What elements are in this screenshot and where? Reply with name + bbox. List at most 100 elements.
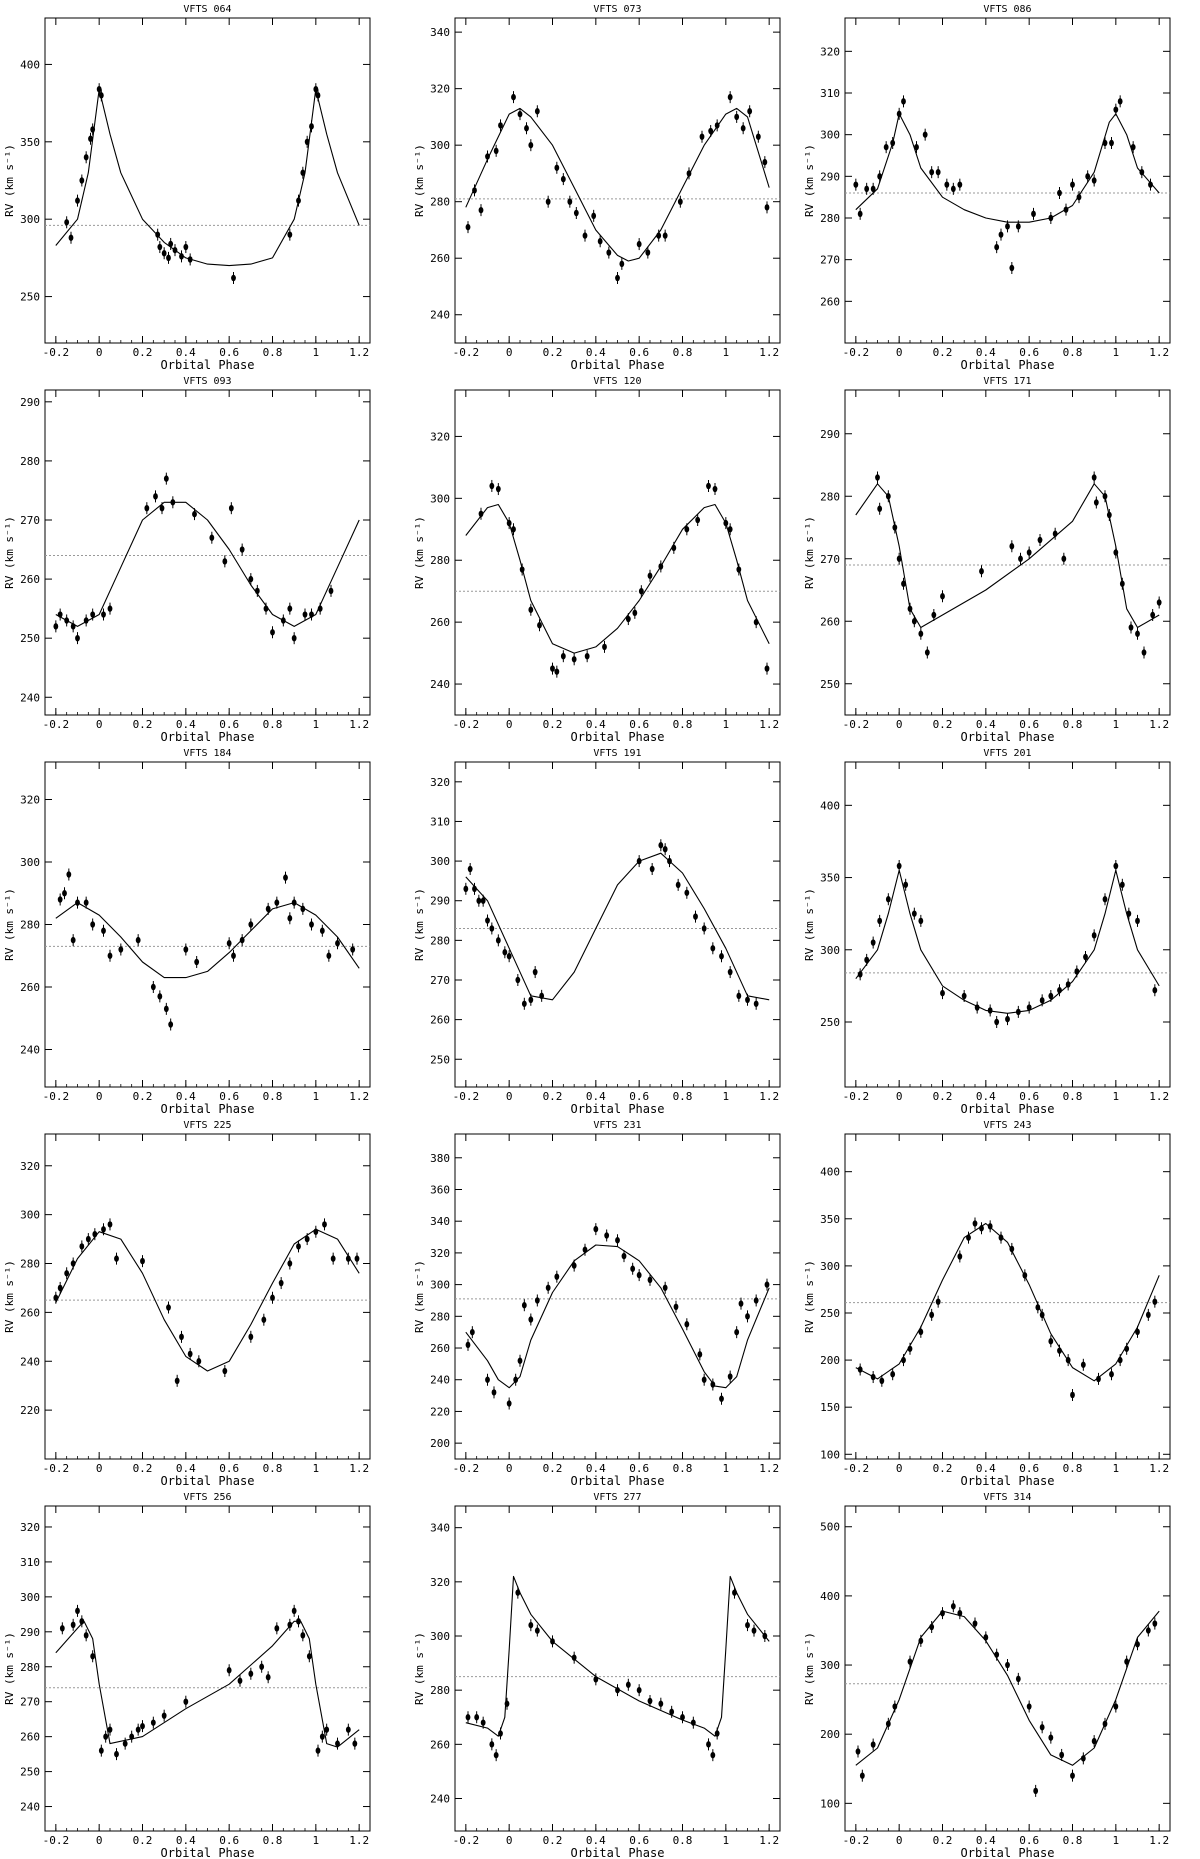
y-tick-label: 100: [820, 1797, 840, 1810]
orbit-model-curve: [465, 107, 770, 262]
rv-data-point: [248, 1670, 254, 1677]
rv-data-point: [513, 1376, 519, 1383]
plot-frame: [454, 17, 781, 344]
rv-data-point: [591, 212, 597, 220]
rv-data-point: [1057, 189, 1062, 197]
rv-data-point: [1015, 223, 1021, 230]
y-tick-label: 320: [430, 83, 450, 96]
x-tick-label: -0.2: [843, 1090, 870, 1103]
rv-data-point: [550, 665, 555, 672]
rv-data-point: [75, 1607, 80, 1615]
rv-data-point: [231, 274, 236, 282]
rv-data-point: [1135, 1328, 1140, 1336]
rv-panel-14: VFTS 314 -0.2 0 0.2 0.4 0.6 0.8 1 1.2 100 200 300 40…: [803, 1492, 1171, 1859]
rv-data-point: [706, 482, 711, 490]
rv-data-point: [745, 1313, 750, 1320]
rv-data-point: [677, 198, 683, 205]
rv-data-point: [265, 1674, 271, 1681]
x-tick-label: 0.6: [629, 346, 649, 359]
rv-data-point: [560, 652, 566, 660]
rv-data-point: [478, 206, 484, 214]
rv-data-point: [485, 917, 490, 924]
rv-panel-7: VFTS 191 -0.2 0 0.2 0.4 0.6 0.8 1 1.2 250 260 270 28…: [413, 748, 781, 1116]
rv-data-point: [870, 1373, 876, 1381]
rv-data-point: [647, 1276, 653, 1284]
rv-data-point: [957, 1253, 963, 1260]
rv-data-point: [1119, 881, 1125, 888]
rv-data-point: [701, 1376, 707, 1383]
rv-data-point: [901, 98, 906, 105]
rv-data-point: [957, 181, 963, 188]
rv-data-point: [1033, 1787, 1039, 1795]
x-tick-label: 0.4: [976, 1834, 996, 1847]
rv-data-point: [98, 1747, 104, 1754]
rv-data-point: [950, 1603, 956, 1610]
rv-data-point: [107, 952, 113, 959]
rv-data-point: [1141, 649, 1147, 656]
x-tick-label: -0.2: [453, 1090, 480, 1103]
rv-data-point: [511, 526, 516, 533]
y-tick-label: 280: [430, 934, 450, 947]
y-tick-label: 240: [430, 1374, 450, 1387]
y-tick-label: 310: [820, 87, 840, 100]
rv-panel-11: VFTS 243 -0.2 0 0.2 0.4 0.6 0.8 1 1.2 100 150 200 25…: [803, 1120, 1171, 1488]
rv-data-point: [534, 1297, 540, 1304]
rv-data-point: [1135, 917, 1140, 925]
rv-data-point: [274, 899, 280, 906]
y-tick-label: 320: [430, 1576, 450, 1589]
x-tick-label: 0.4: [586, 346, 606, 359]
rv-data-point: [662, 232, 668, 239]
rv-data-point: [1035, 1304, 1041, 1311]
rv-data-point: [261, 1316, 267, 1323]
rv-data-point: [550, 1638, 555, 1645]
rv-data-point: [254, 587, 260, 595]
y-tick-label: 250: [430, 1053, 450, 1066]
orbit-model-curve: [465, 1575, 770, 1737]
rv-data-point: [695, 516, 701, 524]
y-tick-label: 350: [820, 1213, 840, 1226]
rv-data-point: [1057, 987, 1062, 994]
rv-data-point: [187, 256, 193, 263]
rv-data-point: [485, 1376, 490, 1383]
x-tick-label: 1.2: [349, 1834, 369, 1847]
x-tick-label: 1: [313, 1834, 320, 1847]
rv-data-point: [1005, 1015, 1010, 1023]
y-tick-label: 280: [820, 490, 840, 503]
rv-data-point: [950, 185, 956, 193]
rv-data-point: [1145, 1627, 1151, 1634]
rv-data-point: [57, 1284, 63, 1292]
rv-data-point: [79, 177, 85, 184]
rv-data-point: [345, 1255, 351, 1262]
rv-data-point: [328, 587, 334, 595]
x-tick-label: 0.4: [976, 1462, 996, 1475]
orbit-model-curve: [465, 1244, 770, 1389]
rv-data-point: [658, 842, 664, 849]
plot-frame: [454, 761, 781, 1088]
rv-data-point: [1037, 536, 1043, 544]
x-tick-label: 0.2: [543, 1834, 563, 1847]
x-tick-label: 1.2: [349, 718, 369, 731]
x-tick-label: -0.2: [453, 1462, 480, 1475]
rv-data-point: [287, 231, 293, 238]
rv-data-point: [478, 510, 484, 518]
rv-data-point: [727, 526, 733, 533]
y-tick-label: 200: [820, 1354, 840, 1367]
rv-data-point: [291, 899, 297, 906]
rv-panel-0: VFTS 064 -0.2 0 0.2 0.4 0.6 0.8 1 1.2 250 300 350 40…: [3, 4, 371, 372]
rv-data-point: [1093, 499, 1099, 506]
x-tick-label: -0.2: [43, 718, 70, 731]
y-tick-label: 350: [820, 872, 840, 885]
rv-data-point: [619, 260, 625, 268]
y-tick-label: 400: [820, 1166, 840, 1179]
rv-data-point: [472, 187, 477, 194]
rv-data-point: [911, 618, 917, 625]
rv-data-point: [511, 93, 516, 101]
x-tick-label: 1.2: [759, 1462, 779, 1475]
y-tick-label: 250: [820, 1016, 840, 1029]
rv-data-point: [1005, 223, 1010, 230]
x-tick-label: 0.6: [629, 1090, 649, 1103]
rv-data-point: [300, 905, 306, 913]
rv-data-point: [879, 1377, 885, 1385]
rv-data-point: [625, 615, 631, 623]
x-tick-label: 0.8: [1063, 718, 1083, 731]
